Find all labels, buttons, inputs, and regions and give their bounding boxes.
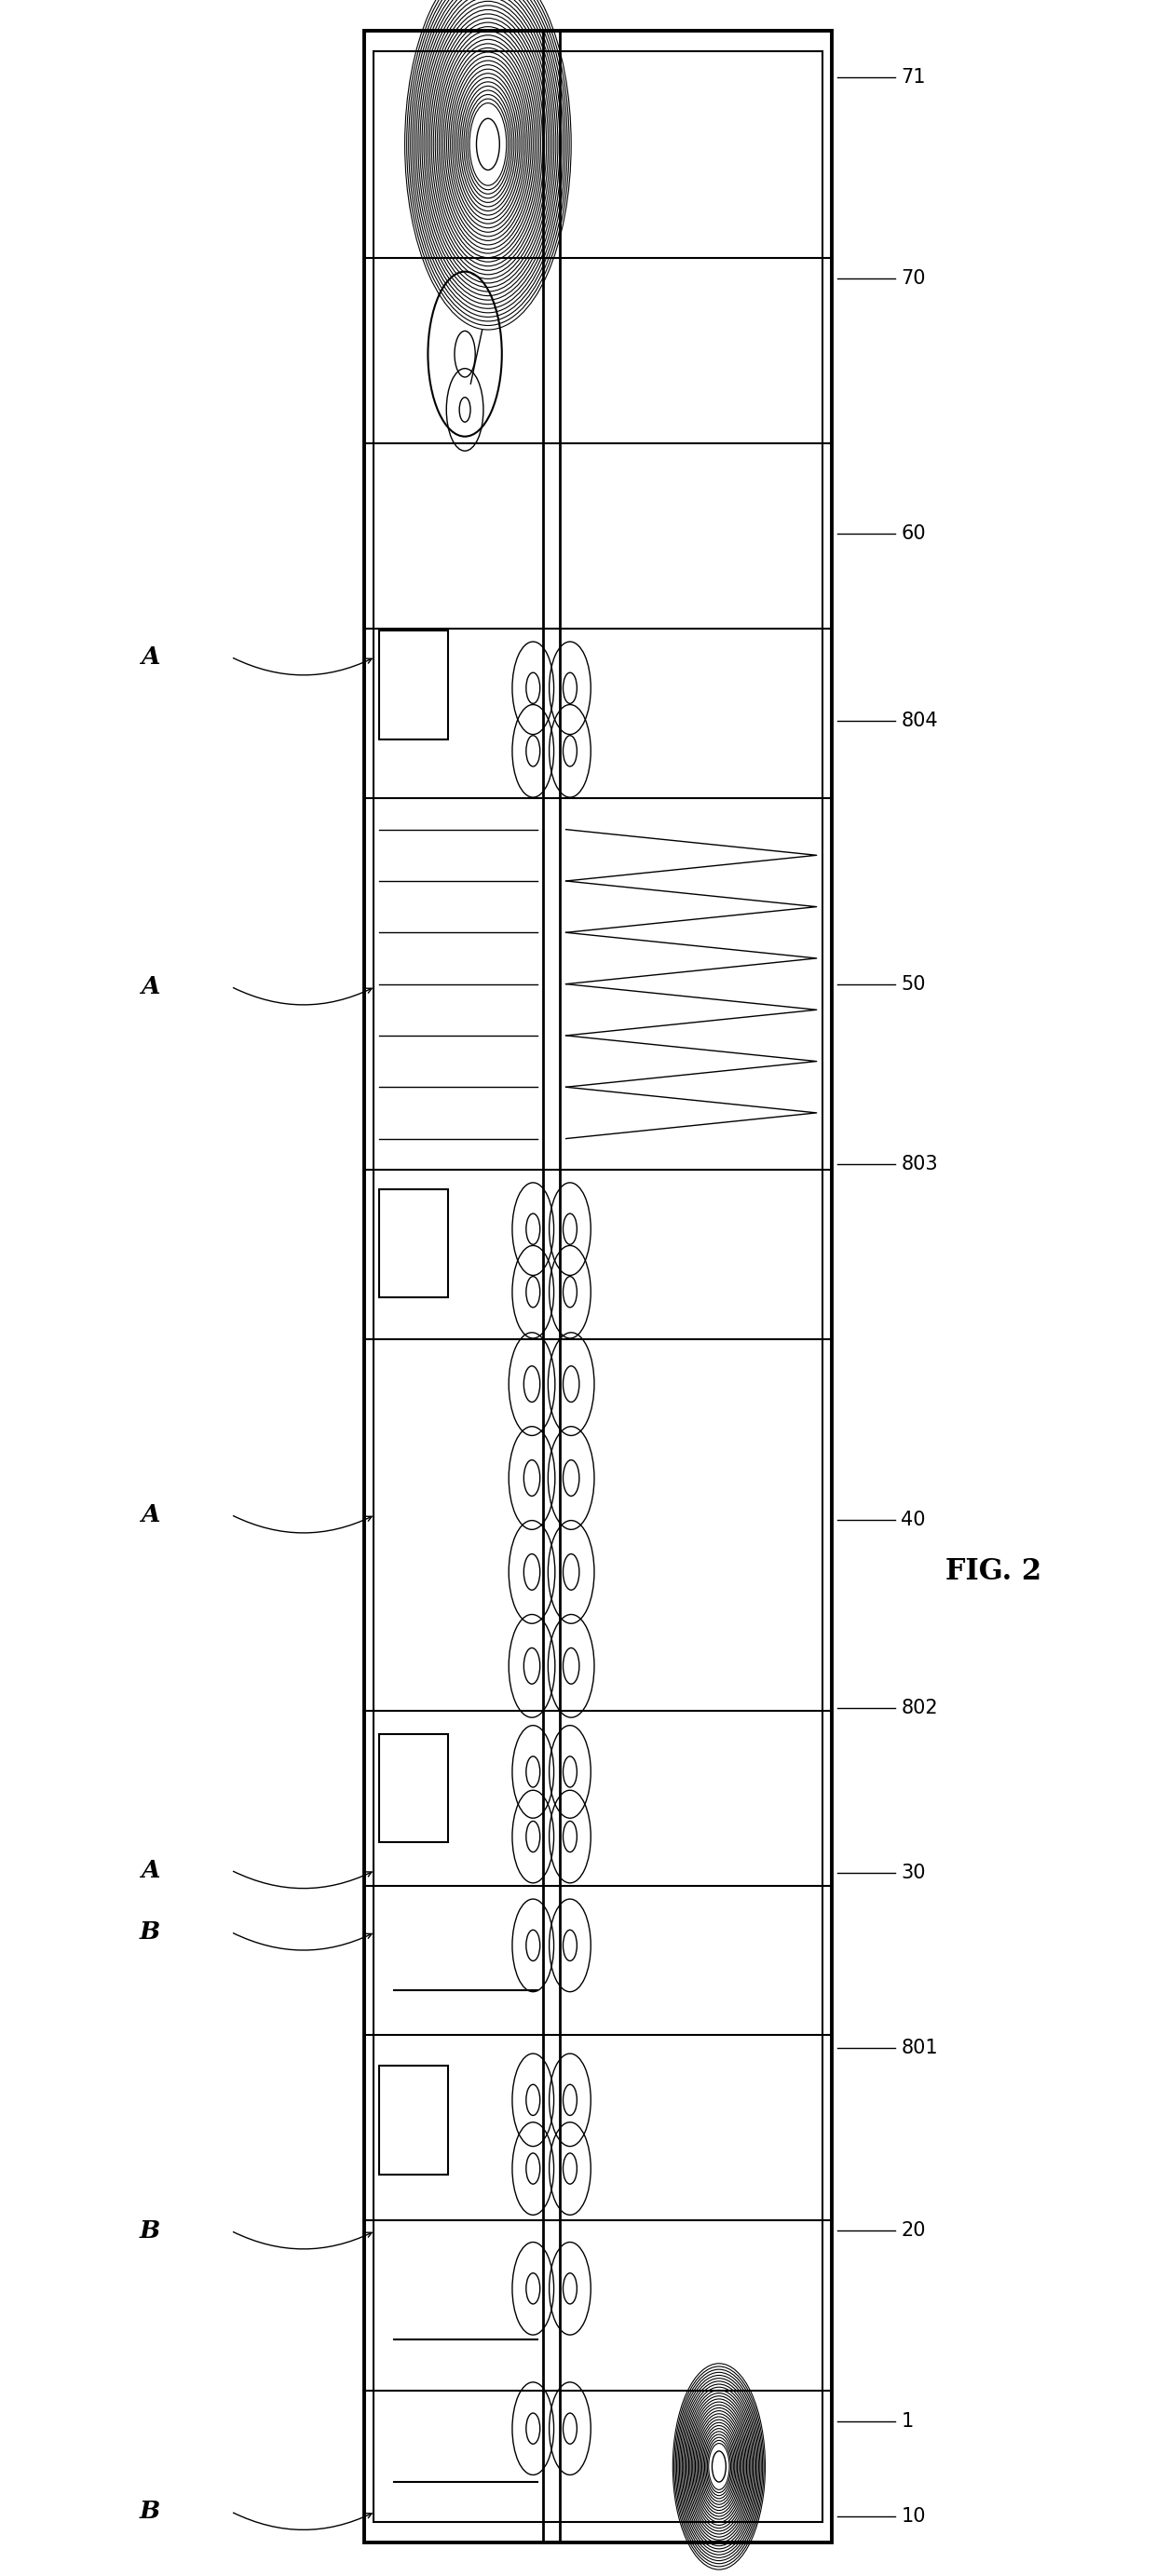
Bar xyxy=(364,31,832,2543)
Text: 10: 10 xyxy=(901,2506,925,2527)
Text: B: B xyxy=(140,2218,161,2244)
Text: A: A xyxy=(141,1502,159,1528)
Text: A: A xyxy=(141,1857,159,1883)
Text: B: B xyxy=(140,2499,161,2524)
Text: 30: 30 xyxy=(901,1862,925,1883)
Bar xyxy=(379,1734,448,1842)
Bar xyxy=(379,1190,448,1298)
Bar xyxy=(373,52,822,2522)
Text: 802: 802 xyxy=(901,1698,938,1718)
Bar xyxy=(379,631,448,739)
Text: 40: 40 xyxy=(901,1510,925,1530)
Bar xyxy=(379,2066,448,2174)
Text: 71: 71 xyxy=(901,67,925,88)
Text: 1: 1 xyxy=(901,2411,914,2432)
Text: 20: 20 xyxy=(901,2221,925,2241)
Text: B: B xyxy=(140,1919,161,1945)
Text: 804: 804 xyxy=(901,711,938,732)
Text: 70: 70 xyxy=(901,268,925,289)
Text: A: A xyxy=(141,974,159,999)
Text: A: A xyxy=(141,644,159,670)
Text: 801: 801 xyxy=(901,2038,938,2058)
Text: FIG. 2: FIG. 2 xyxy=(945,1556,1042,1587)
Text: 803: 803 xyxy=(901,1154,938,1175)
Text: 50: 50 xyxy=(901,974,925,994)
Text: 60: 60 xyxy=(901,523,925,544)
